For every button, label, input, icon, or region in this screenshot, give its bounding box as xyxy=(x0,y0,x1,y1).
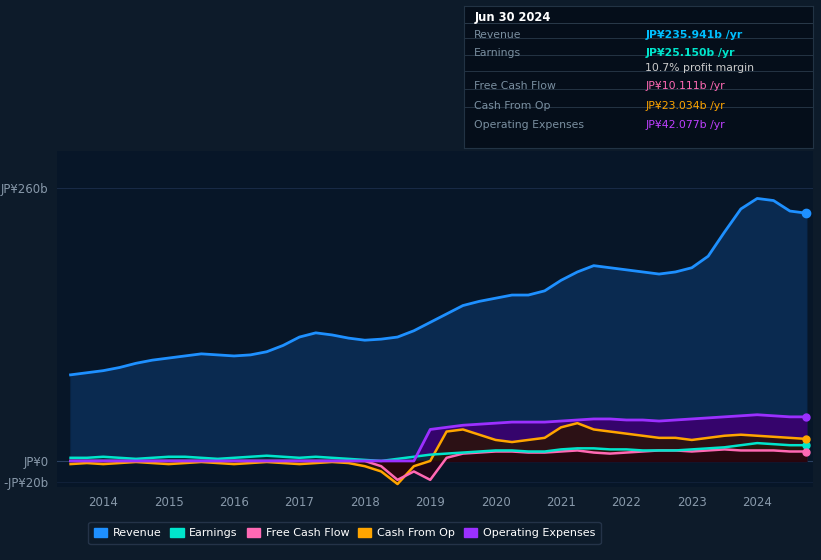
Text: Free Cash Flow: Free Cash Flow xyxy=(475,81,556,91)
Text: JP¥10.111b /yr: JP¥10.111b /yr xyxy=(645,81,725,91)
Text: Revenue: Revenue xyxy=(475,30,522,40)
Text: Cash From Op: Cash From Op xyxy=(475,101,551,111)
Text: Operating Expenses: Operating Expenses xyxy=(475,120,585,130)
Text: JP¥235.941b /yr: JP¥235.941b /yr xyxy=(645,30,742,40)
Legend: Revenue, Earnings, Free Cash Flow, Cash From Op, Operating Expenses: Revenue, Earnings, Free Cash Flow, Cash … xyxy=(89,522,601,544)
Text: Earnings: Earnings xyxy=(475,49,521,58)
Text: JP¥23.034b /yr: JP¥23.034b /yr xyxy=(645,101,725,111)
Text: JP¥42.077b /yr: JP¥42.077b /yr xyxy=(645,120,725,130)
Text: 10.7% profit margin: 10.7% profit margin xyxy=(645,63,754,73)
Text: Jun 30 2024: Jun 30 2024 xyxy=(475,11,551,24)
Text: JP¥25.150b /yr: JP¥25.150b /yr xyxy=(645,49,735,58)
